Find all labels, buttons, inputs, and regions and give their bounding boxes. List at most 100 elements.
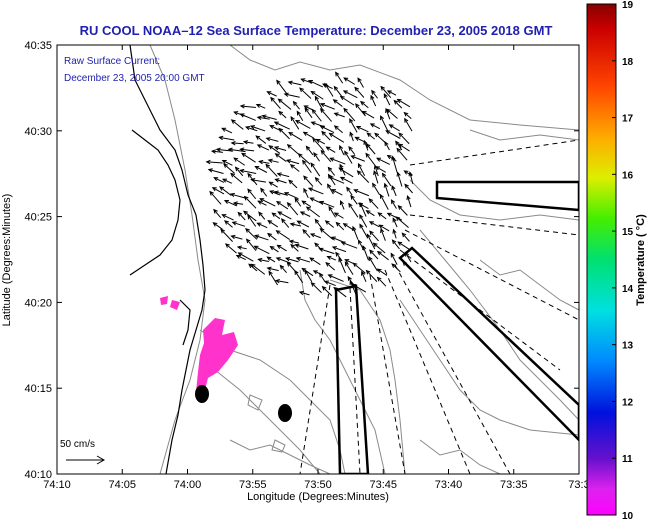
current-vector: [372, 183, 381, 196]
current-vector: [397, 172, 403, 187]
current-vector: [311, 91, 324, 100]
current-vector: [269, 190, 281, 196]
current-vector-head: [391, 263, 397, 268]
current-vector: [303, 175, 314, 187]
colorbar-tick-label: 10: [622, 511, 634, 519]
current-vector-head: [304, 269, 309, 275]
current-vector-head: [393, 99, 399, 105]
current-vector-head: [290, 243, 296, 249]
current-vector: [274, 121, 290, 130]
current-vector: [373, 170, 379, 184]
current-vector-head: [302, 228, 308, 234]
current-vector-head: [365, 143, 371, 149]
current-vector-head: [324, 82, 329, 88]
current-vector-head: [386, 212, 392, 217]
current-vector: [245, 126, 258, 132]
current-vector-head: [230, 172, 235, 178]
plot-area: [129, 45, 579, 474]
colorbar-tick-label: 12: [622, 397, 634, 408]
current-vector-head: [207, 168, 213, 173]
current-vector: [380, 115, 389, 132]
current-vector-head: [205, 159, 211, 165]
current-vector-head: [241, 152, 247, 158]
current-vector-head: [320, 149, 326, 155]
current-vector: [310, 162, 321, 177]
current-vector-head: [267, 158, 273, 163]
current-vector-head: [378, 224, 384, 229]
current-vector-head: [276, 244, 282, 249]
current-vector-head: [227, 147, 233, 152]
current-vector: [340, 200, 345, 210]
current-vector: [237, 212, 246, 221]
current-vector-head: [401, 232, 407, 238]
current-vector-head: [301, 200, 307, 205]
current-vector-head: [366, 233, 371, 239]
colorbar-tick-label: 16: [622, 170, 634, 181]
current-vector: [279, 265, 287, 274]
current-vector-head: [286, 201, 292, 207]
current-vector-head: [333, 112, 339, 117]
y-axis-ticks: 40:35 40:30 40:25 40:20 40:15 40:10: [24, 40, 579, 481]
current-vector: [366, 270, 378, 282]
current-vector-head: [289, 164, 295, 169]
current-vector-head: [269, 245, 275, 251]
current-vector-head: [380, 228, 385, 234]
current-vector-head: [268, 145, 274, 150]
current-vector-head: [321, 130, 326, 136]
current-vector-head: [398, 143, 404, 148]
current-vector-head: [266, 256, 272, 261]
current-vector-head: [376, 268, 382, 273]
current-vector-head: [380, 115, 385, 121]
current-vector: [369, 221, 380, 228]
current-vector: [366, 132, 376, 140]
current-vector: [393, 229, 397, 239]
current-vector-head: [229, 192, 235, 198]
current-vector: [302, 160, 312, 174]
current-vector-head: [370, 94, 375, 100]
current-vector-head: [256, 115, 262, 120]
current-vector: [287, 144, 299, 155]
current-vector: [390, 253, 398, 265]
current-vector: [311, 282, 322, 294]
current-vector-head: [268, 270, 273, 276]
current-vector-head: [303, 105, 309, 110]
current-vector-head: [359, 202, 364, 208]
current-vector: [213, 209, 222, 218]
current-vector: [316, 138, 326, 145]
current-vector-head: [339, 95, 345, 101]
current-vector: [308, 187, 324, 195]
current-vector-head: [327, 166, 333, 172]
current-vector-head: [339, 176, 345, 181]
current-vector: [310, 233, 321, 239]
current-vector-head: [352, 225, 357, 231]
current-vector: [311, 109, 322, 122]
current-vector: [235, 166, 244, 177]
current-vector: [346, 187, 353, 196]
current-vector-head: [294, 243, 300, 248]
current-vector: [320, 150, 332, 163]
current-vector: [359, 202, 367, 217]
current-vector: [222, 214, 234, 221]
current-vector-head: [383, 182, 388, 188]
current-vector-head: [381, 172, 387, 178]
current-vector: [393, 100, 403, 109]
current-vector: [223, 163, 235, 174]
current-vector: [260, 188, 268, 197]
current-vector: [301, 200, 312, 208]
current-vector-head: [230, 140, 236, 146]
current-vector: [244, 196, 257, 209]
current-vector-head: [295, 119, 301, 125]
current-vector-head: [275, 200, 281, 206]
current-vector-head: [273, 190, 279, 195]
current-vector-head: [377, 212, 383, 217]
current-vector: [327, 256, 337, 261]
current-vector-head: [296, 110, 301, 116]
current-vector-head: [402, 261, 407, 266]
current-vector-head: [286, 144, 292, 149]
current-vector: [334, 125, 343, 134]
current-vector: [256, 104, 266, 109]
current-vector-head: [213, 177, 219, 182]
current-vector-head: [210, 149, 216, 154]
current-vector-head: [239, 147, 245, 152]
current-vector-head: [348, 145, 353, 151]
